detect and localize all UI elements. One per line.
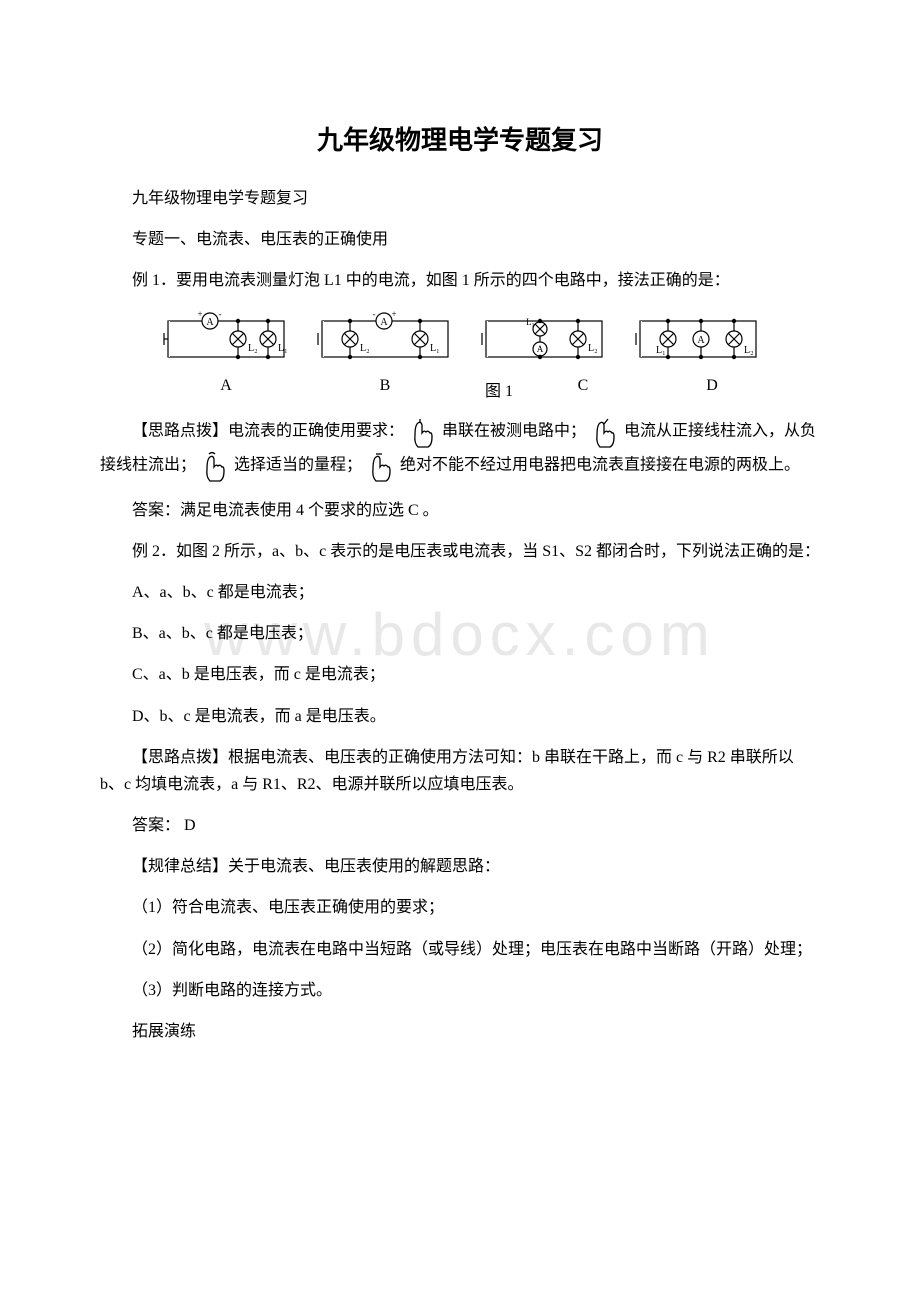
svg-text:-: - — [373, 309, 376, 319]
label-b: B — [310, 377, 460, 401]
svg-text:L₂: L₂ — [248, 343, 258, 354]
svg-text:L₁: L₁ — [526, 317, 535, 327]
summary-1: （1）符合电流表、电压表正确使用的要求； — [100, 894, 820, 921]
figure-1-labels: A B 图 1 C D — [100, 377, 820, 401]
svg-text:L₁: L₁ — [278, 343, 288, 354]
svg-text:A: A — [537, 344, 544, 354]
summary-2: （2）简化电路，电流表在电路中当短路（或导线）处理；电压表在电路中当断路（开路）… — [100, 936, 820, 963]
example-1-hint: 【思路点拨】电流表的正确使用要求： 串联在被测电路中； 电流从正接线柱流入，从负… — [100, 415, 820, 483]
example-1-text: 例 1．要用电流表测量灯泡 L1 中的电流，如图 1 所示的四个电路中，接法正确… — [100, 267, 820, 294]
label-d: D — [642, 377, 782, 401]
topic-heading: 专题一、电流表、电压表的正确使用 — [100, 226, 820, 253]
hint-part-a: 串联在被测电路中； — [442, 422, 586, 439]
svg-text:+: + — [197, 309, 202, 319]
svg-text:L₁: L₁ — [656, 345, 666, 356]
circuit-c: L₁ A L₂ — [474, 309, 614, 369]
label-a: A — [156, 377, 296, 401]
svg-text:L₁: L₁ — [430, 343, 440, 354]
example-2-text: 例 2．如图 2 所示，a、b、c 表示的是电压表或电流表，当 S1、S2 都闭… — [100, 538, 820, 565]
option-c: C、a、b 是电压表，而 c 是电流表； — [100, 661, 820, 688]
option-a: A、a、b、c 都是电流表； — [100, 579, 820, 606]
circuit-d: L₁ A L₂ — [628, 309, 768, 369]
subtitle-line: 九年级物理电学专题复习 — [100, 185, 820, 212]
hint-prefix: 【思路点拨】电流表的正确使用要求： — [132, 422, 404, 439]
svg-text:L₂: L₂ — [588, 343, 598, 354]
svg-text:L₂: L₂ — [744, 345, 754, 356]
summary-3: （3）判断电路的连接方式。 — [100, 977, 820, 1004]
hand-icon-3 — [200, 449, 230, 483]
example-1-answer: 答案：满足电流表使用 4 个要求的应选 C 。 — [100, 497, 820, 524]
practice-heading: 拓展演练 — [100, 1018, 820, 1045]
hand-icon-2 — [590, 415, 620, 449]
circuit-a: A + - L₂ L₁ — [156, 309, 296, 369]
option-b: B、a、b、c 都是电压表； — [100, 620, 820, 647]
svg-text:A: A — [380, 317, 388, 328]
svg-text:L₂: L₂ — [360, 343, 370, 354]
example-2-hint: 【思路点拨】根据电流表、电压表的正确使用方法可知：b 串联在干路上，而 c 与 … — [100, 744, 820, 798]
hand-icon-1 — [408, 415, 438, 449]
example-2-answer: 答案： D — [100, 812, 820, 839]
figure-1-circuits: A + - L₂ L₁ — [100, 309, 820, 369]
svg-text:-: - — [219, 309, 222, 319]
label-fig1: 图 1 — [474, 377, 524, 401]
svg-text:A: A — [206, 317, 214, 328]
page-title: 九年级物理电学专题复习 — [100, 120, 820, 157]
summary-heading: 【规律总结】关于电流表、电压表使用的解题思路： — [100, 853, 820, 880]
label-c: C — [538, 377, 628, 401]
hint-part-d: 绝对不能不经过用电器把电流表直接接在电源的两极上。 — [400, 456, 800, 473]
hand-icon-4 — [366, 449, 396, 483]
svg-text:+: + — [391, 309, 396, 319]
svg-text:A: A — [697, 335, 705, 346]
circuit-b: L₂ A - + L₁ — [310, 309, 460, 369]
hint-part-c: 选择适当的量程； — [234, 456, 362, 473]
option-d: D、b、c 是电流表，而 a 是电压表。 — [100, 703, 820, 730]
